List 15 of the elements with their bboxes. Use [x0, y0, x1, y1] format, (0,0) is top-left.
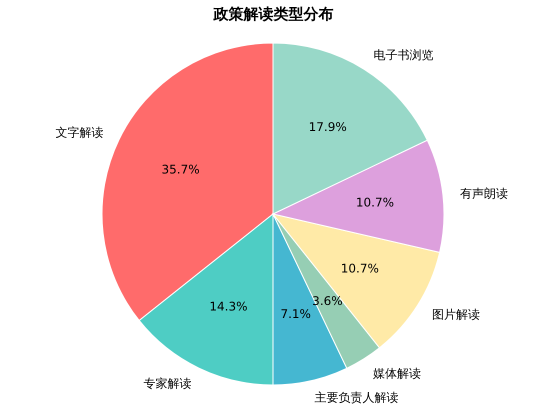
- data-label: 10.7%: [340, 262, 379, 276]
- slice-label: 主要负责人解读: [314, 390, 399, 404]
- slice-label: 图片解读: [432, 307, 480, 322]
- data-label: 35.7%: [162, 162, 200, 176]
- chart-title: 政策解读类型分布: [212, 5, 334, 23]
- slice-label: 有声朗读: [460, 186, 508, 200]
- slice-label: 媒体解读: [372, 366, 421, 380]
- slice-label: 专家解读: [143, 376, 192, 390]
- slice-label: 文字解读: [56, 125, 104, 140]
- data-label: 3.6%: [312, 294, 343, 308]
- data-label: 14.3%: [209, 299, 248, 314]
- data-label: 10.7%: [356, 196, 394, 210]
- data-label: 7.1%: [280, 307, 311, 322]
- data-label: 17.9%: [308, 120, 347, 134]
- slice-label: 电子书浏览: [373, 48, 434, 62]
